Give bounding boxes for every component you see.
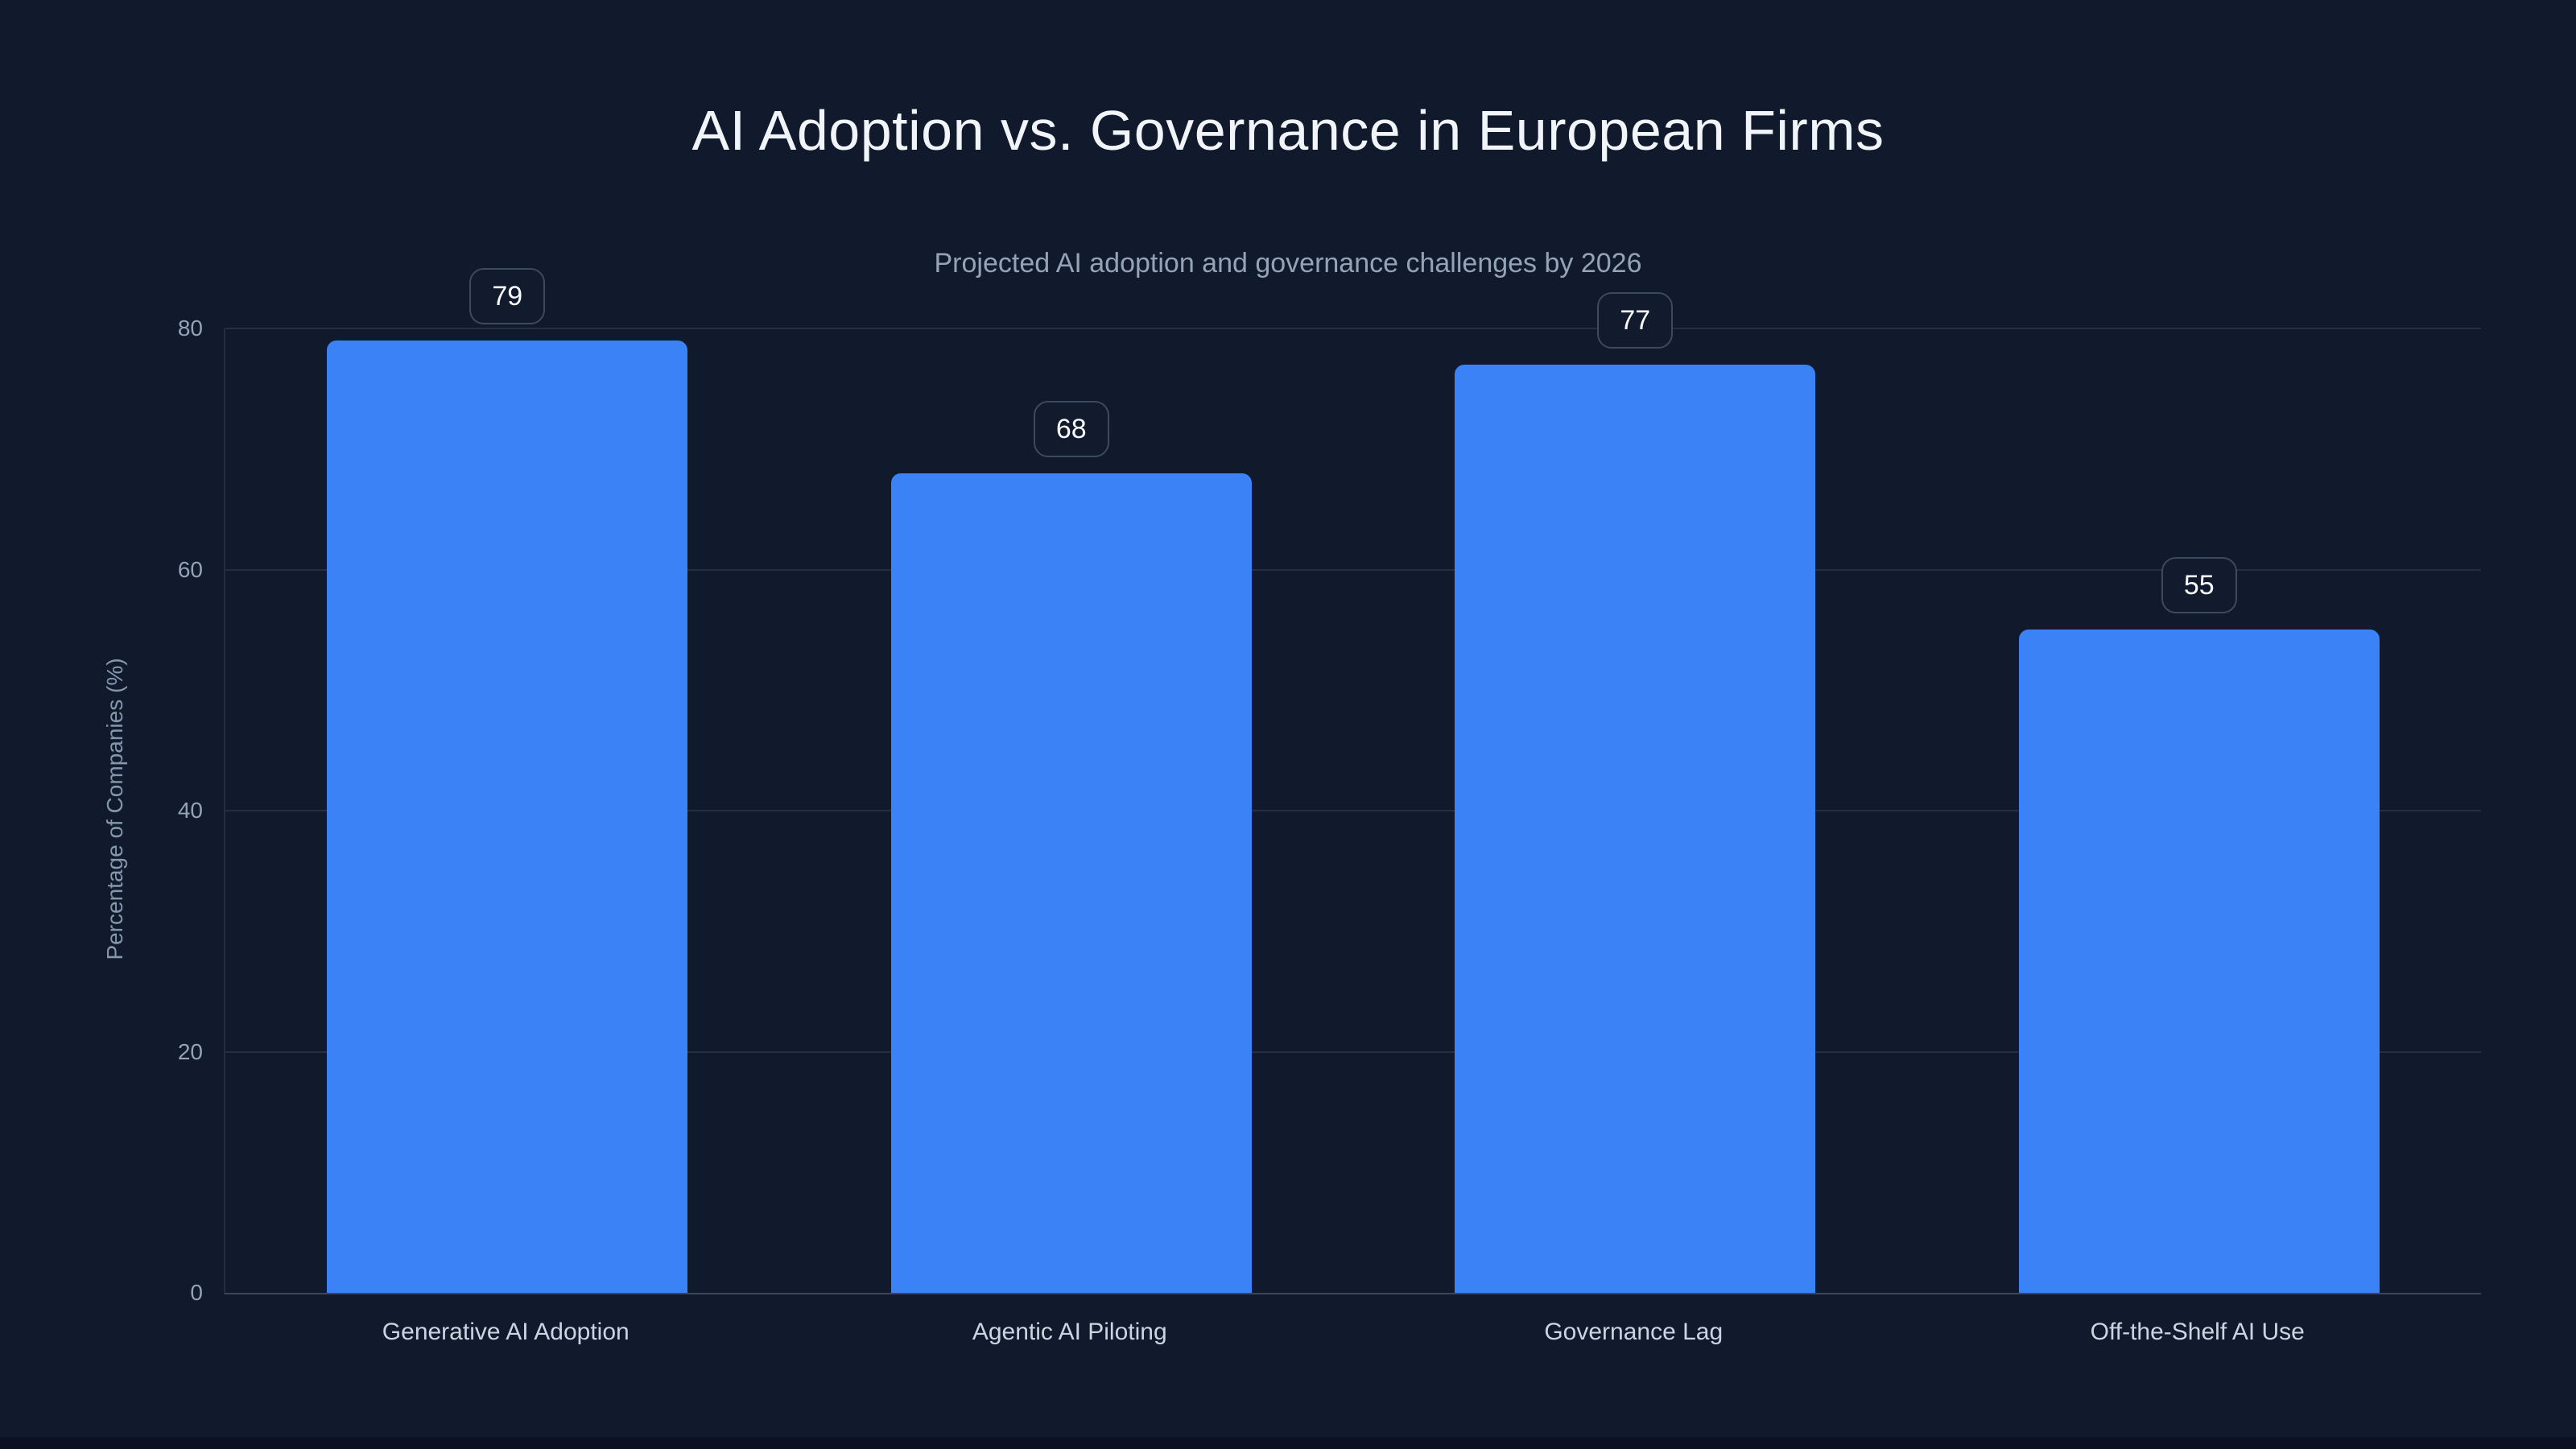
bar-0[interactable]	[327, 340, 688, 1293]
x-category-label-3: Off-the-Shelf AI Use	[2090, 1319, 2305, 1345]
bar-group-3: 55	[1918, 328, 2482, 1293]
bar-3[interactable]	[2018, 630, 2380, 1293]
chart-title: AI Adoption vs. Governance in European F…	[691, 99, 1885, 162]
gridline-y-20	[225, 1051, 2481, 1053]
plot-area: 79 68 77 55 0 20 40 60 80	[178, 267, 2482, 1305]
value-badge-3: 55	[2161, 557, 2237, 614]
bar-group-1: 68	[790, 328, 1354, 1293]
x-category-label-2: Governance Lag	[1544, 1319, 1724, 1345]
x-category-label-0: Generative AI Adoption	[382, 1319, 630, 1345]
y-tick-label-60: 60	[177, 556, 203, 582]
chart-subtitle: Projected AI adoption and governance cha…	[934, 248, 1642, 279]
bar-group-0: 79	[225, 267, 790, 1293]
value-badge-2: 77	[1597, 291, 1674, 349]
bars-row: 79 68 77 55	[225, 267, 2482, 1293]
bar-1[interactable]	[890, 473, 1252, 1293]
y-tick-label-40: 40	[177, 798, 203, 823]
gridline-y-60	[225, 568, 2481, 571]
y-tick-label-80: 80	[177, 316, 203, 341]
gridline-y-80	[225, 328, 2481, 329]
gridline-y-40	[225, 810, 2481, 811]
x-category-label-1: Agentic AI Piloting	[972, 1319, 1167, 1345]
bar-2[interactable]	[1455, 364, 1816, 1293]
value-badge-0: 79	[469, 267, 546, 324]
y-tick-label-0: 0	[190, 1280, 203, 1305]
y-axis-title: Percentage of Companies (%)	[102, 658, 127, 960]
y-tick-label-20: 20	[177, 1038, 203, 1064]
bar-group-2: 77	[1353, 291, 1918, 1293]
x-axis-labels: Generative AI Adoption Agentic AI Pilotin…	[224, 1319, 2479, 1346]
value-badge-1: 68	[1033, 400, 1109, 457]
